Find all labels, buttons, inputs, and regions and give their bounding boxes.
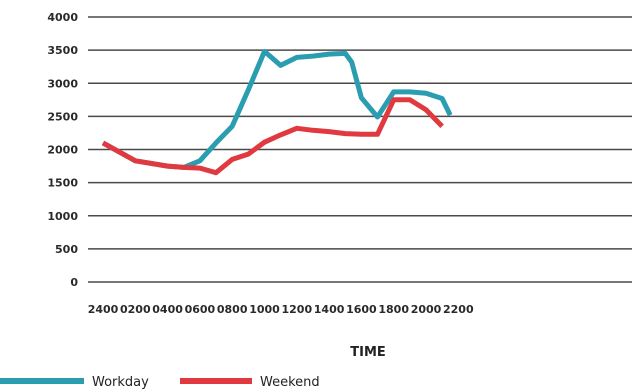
x-tick-label: 0800 [217, 303, 248, 316]
x-axis-title: TIME [350, 345, 386, 360]
x-tick-label: 2000 [411, 303, 442, 316]
y-tick-label: 3500 [47, 44, 78, 57]
legend-label: Weekend [260, 375, 320, 390]
x-tick-label: 0200 [120, 303, 151, 316]
x-tick-label: 1600 [346, 303, 377, 316]
x-tick-label: 0400 [152, 303, 183, 316]
legend-label: Workday [92, 375, 149, 390]
y-tick-label: 2500 [47, 110, 78, 123]
legend-item-workday: Workday [0, 375, 149, 390]
y-axis-tick-labels: 0 500 1000 1500 2000 2500 3000 3500 4000 [47, 11, 78, 289]
legend-item-weekend: Weekend [180, 375, 320, 390]
x-tick-label: 2200 [443, 303, 474, 316]
x-tick-label: 1800 [378, 303, 409, 316]
y-tick-label: 2000 [47, 144, 78, 157]
gridlines [88, 16, 632, 283]
x-tick-label: 2400 [88, 303, 119, 316]
x-tick-label: 0600 [185, 303, 216, 316]
y-tick-label: 1000 [47, 210, 78, 223]
y-tick-label: 500 [55, 243, 78, 256]
y-tick-label: 4000 [47, 11, 78, 24]
series-line-workday [101, 48, 453, 170]
y-tick-label: 1500 [47, 177, 78, 190]
x-tick-label: 1200 [281, 303, 312, 316]
x-tick-label: 1000 [249, 303, 280, 316]
legend: Workday Weekend [0, 375, 320, 390]
y-tick-label: 3000 [47, 77, 78, 90]
x-axis-tick-labels: 2400 0200 0400 0600 0800 1000 1200 1400 1600 1800… [88, 303, 474, 316]
series-lines [101, 48, 453, 176]
x-tick-label: 1400 [314, 303, 345, 316]
series-line-weekend [101, 97, 444, 176]
y-tick-label: 0 [70, 276, 78, 289]
